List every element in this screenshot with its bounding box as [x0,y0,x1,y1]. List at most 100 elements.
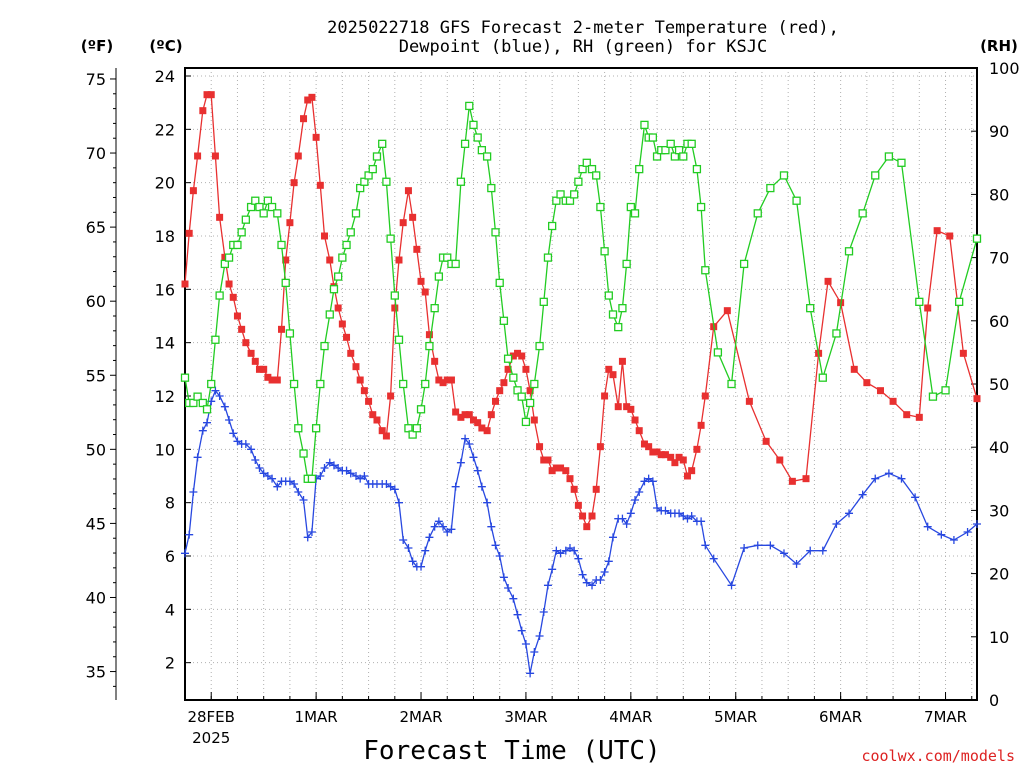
temperature-point [216,213,224,221]
temperature-point [562,467,570,475]
rh-point [503,354,513,363]
rh-point [648,133,658,142]
x-tick-label: 28FEB [187,708,234,726]
rh-point [198,398,207,408]
rh-point [640,120,649,130]
temperature-point [334,304,342,312]
temperature-point [443,376,451,384]
temperature-point [431,357,439,365]
temperature-point [601,392,609,400]
rh-point [661,146,670,155]
temperature-point [802,475,810,483]
rh-tick-label: 100 [989,59,1020,78]
dewpoint-point [255,464,264,472]
temperature-point [605,365,613,373]
rh-point [465,101,474,111]
rh-point [237,228,246,237]
rh-point [499,316,509,325]
chart-title-line-2: Dewpoint (blue), RH (green) for KSJC [399,37,767,57]
dewpoint-point [473,466,482,475]
rh-point [548,221,557,231]
temperature-point [391,304,399,312]
rh-point [425,341,434,351]
dewpoint-point [346,469,355,478]
temperature-point [745,397,753,405]
temperature-point [435,376,443,384]
rh-point [421,379,430,389]
celsius-tick-label: 12 [155,387,175,406]
dewpoint-point [513,610,522,619]
x-tick-label: 2MAR [399,708,442,726]
temperature-point [409,213,417,221]
dewpoint-point [233,437,242,446]
rh-point [955,297,964,306]
temperature-point [889,397,897,405]
dewpoint-point [399,536,408,544]
temperature-point [247,349,255,357]
temperature-point [425,331,433,339]
temperature-point [255,365,263,373]
rh-point [342,240,351,250]
temperature-point [526,387,534,395]
dewpoint-point [434,517,443,526]
temperature-point [251,357,259,365]
rh-point [408,430,417,439]
temperature-point [548,467,556,475]
series-rh [180,101,982,483]
x-tick-label: 1MAR [295,708,338,726]
dewpoint-point [294,488,303,496]
rh-point [539,297,548,306]
temperature-point [933,227,941,235]
rh-point [618,304,627,313]
dewpoint-point [604,557,613,566]
temperature-point [452,408,460,416]
rh-point [241,215,250,224]
rh-point [556,190,565,199]
rh-point [578,164,587,174]
rh-point [307,474,317,483]
temperature-point [356,376,364,384]
rh-point [299,449,308,458]
dewpoint-point [382,480,391,488]
temperature-point [373,416,381,424]
dewpoint-point [483,498,492,507]
temperature-point [723,307,731,315]
temperature-point [365,397,373,405]
rh-point [792,196,801,205]
rh-point [451,259,460,269]
temperature-point [557,464,565,472]
rh-point [325,310,334,319]
temperature-point [273,376,281,384]
temperature-point [544,456,552,464]
x-tick-sublabel: 2025 [192,729,230,747]
rh-point [430,304,439,313]
rh-point [587,164,597,174]
temperature-point [592,485,600,493]
rh-point [399,379,408,389]
dewpoint-point [259,469,268,478]
temperature-point [631,416,639,424]
celsius-axis-unit: (ºC) [149,37,182,55]
temperature-point [233,312,241,320]
dewpoint-point [552,546,561,555]
celsius-tick-label: 6 [165,547,175,566]
dewpoint-point [937,530,946,539]
temperature-point [294,152,302,160]
temperature-point [776,456,784,464]
dewpoint-point [923,522,932,531]
dewpoint-point [268,474,277,483]
dewpoint-point [661,506,670,515]
rh-point [456,177,466,186]
rh-point [582,158,591,167]
rh-point [482,152,492,161]
rh-point [224,253,234,262]
dewpoint-point [456,458,465,467]
fahrenheit-tick-label: 75 [86,70,106,89]
rh-point [487,183,496,193]
credit-text: coolwx.com/models [861,747,1015,765]
temperature-point [439,379,447,387]
rh-point [443,253,452,262]
dewpoint-point [193,453,202,462]
fahrenheit-tick-label: 50 [86,440,106,459]
dewpoint-point [884,469,893,478]
